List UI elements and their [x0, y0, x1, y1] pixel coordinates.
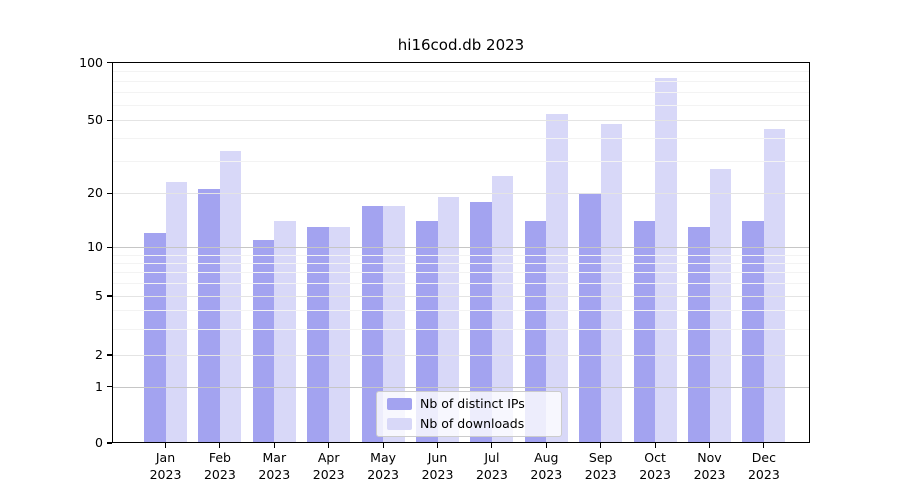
bar-downloads	[546, 113, 568, 443]
minor-gridline	[113, 254, 809, 256]
x-tick-mark	[545, 443, 547, 448]
major-gridline	[113, 386, 809, 388]
y-tick-mark	[107, 246, 112, 248]
x-tick-label: Oct 2023	[639, 450, 671, 482]
x-tick-mark	[654, 443, 656, 448]
x-tick-mark	[382, 443, 384, 448]
bar-downloads	[655, 78, 677, 443]
y-tick-mark	[107, 354, 112, 356]
minor-gridline	[113, 160, 809, 162]
legend-label-downloads: Nb of downloads	[420, 415, 525, 431]
x-tick-label: Mar 2023	[258, 450, 291, 482]
minor-gridline	[113, 92, 809, 94]
bar-distinct-ips	[633, 221, 656, 443]
y-tick-label: 5	[95, 288, 103, 303]
bar-distinct-ips	[307, 226, 329, 443]
y-tick-mark	[107, 192, 112, 194]
y-tick-label: 0	[95, 435, 103, 450]
x-tick-mark	[164, 443, 167, 448]
x-tick-label: Sep 2023	[584, 450, 617, 482]
x-tick-label: Feb 2023	[203, 450, 236, 482]
major-gridline	[113, 355, 809, 356]
x-tick-label: May 2023	[367, 450, 399, 482]
x-tick-mark	[328, 443, 330, 448]
bar-downloads	[274, 221, 296, 443]
legend: Nb of distinct IPs Nb of downloads	[376, 391, 562, 437]
x-tick-label: Nov 2023	[693, 450, 726, 482]
bar-distinct-ips	[144, 233, 166, 443]
bar-downloads	[219, 151, 242, 443]
bar-distinct-ips	[198, 189, 220, 443]
x-tick-mark	[763, 443, 765, 448]
bar-distinct-ips	[688, 226, 710, 443]
legend-label-distinct-ips: Nb of distinct IPs	[420, 396, 525, 412]
x-tick-mark	[436, 443, 439, 448]
y-tick-label: 20	[87, 185, 103, 201]
bar-distinct-ips	[742, 221, 764, 443]
minor-gridline	[113, 71, 809, 73]
x-tick-mark	[219, 443, 221, 448]
legend-swatch-distinct-ips	[387, 398, 412, 411]
legend-swatch-downloads	[387, 417, 412, 430]
bar-distinct-ips	[579, 193, 601, 443]
bar-downloads	[709, 169, 731, 443]
y-tick-mark	[107, 442, 112, 444]
y-tick-mark	[107, 119, 112, 121]
x-tick-mark	[491, 443, 493, 448]
x-tick-label: Jan 2023	[149, 450, 182, 482]
y-tick-mark	[107, 295, 112, 297]
minor-gridline	[113, 262, 809, 264]
y-tick-label: 100	[79, 54, 103, 70]
bar-downloads	[491, 175, 514, 443]
bar-distinct-ips	[470, 201, 492, 443]
major-gridline	[113, 247, 809, 249]
y-tick-mark	[107, 61, 112, 64]
bar-downloads	[383, 205, 405, 443]
x-tick-mark	[600, 443, 602, 448]
major-gridline	[113, 296, 809, 297]
x-tick-mark	[708, 443, 711, 448]
bar-distinct-ips	[524, 221, 547, 443]
y-tick-label: 50	[87, 112, 103, 128]
y-tick-label: 1	[95, 378, 103, 394]
bar-distinct-ips	[252, 239, 275, 443]
bar-downloads	[328, 226, 351, 443]
bar-downloads	[763, 128, 786, 443]
y-tick-label: 10	[87, 239, 103, 255]
x-tick-label: Dec 2023	[747, 450, 780, 482]
minor-gridline	[113, 138, 809, 140]
minor-gridline	[113, 310, 809, 312]
y-tick-mark	[107, 385, 112, 388]
major-gridline	[113, 193, 809, 195]
x-tick-label: Jun 2023	[421, 450, 454, 482]
minor-gridline	[113, 105, 809, 107]
legend-item-downloads: Nb of downloads	[385, 416, 553, 433]
minor-gridline	[113, 283, 809, 285]
minor-gridline	[113, 272, 809, 274]
minor-gridline	[113, 328, 809, 330]
x-tick-label: Apr 2023	[312, 450, 345, 482]
bar-distinct-ips	[416, 221, 438, 443]
y-tick-label: 2	[95, 347, 103, 362]
x-tick-label: Aug 2023	[530, 450, 563, 482]
major-gridline	[113, 120, 809, 122]
x-tick-mark	[273, 443, 275, 448]
minor-gridline	[113, 81, 809, 83]
bar-distinct-ips	[361, 205, 384, 443]
bar-downloads	[437, 197, 459, 443]
chart-title: hi16cod.db 2023	[397, 36, 525, 54]
bar-downloads	[165, 182, 187, 443]
x-tick-label: Jul 2023	[475, 450, 508, 482]
legend-item-distinct-ips: Nb of distinct IPs	[385, 396, 553, 413]
